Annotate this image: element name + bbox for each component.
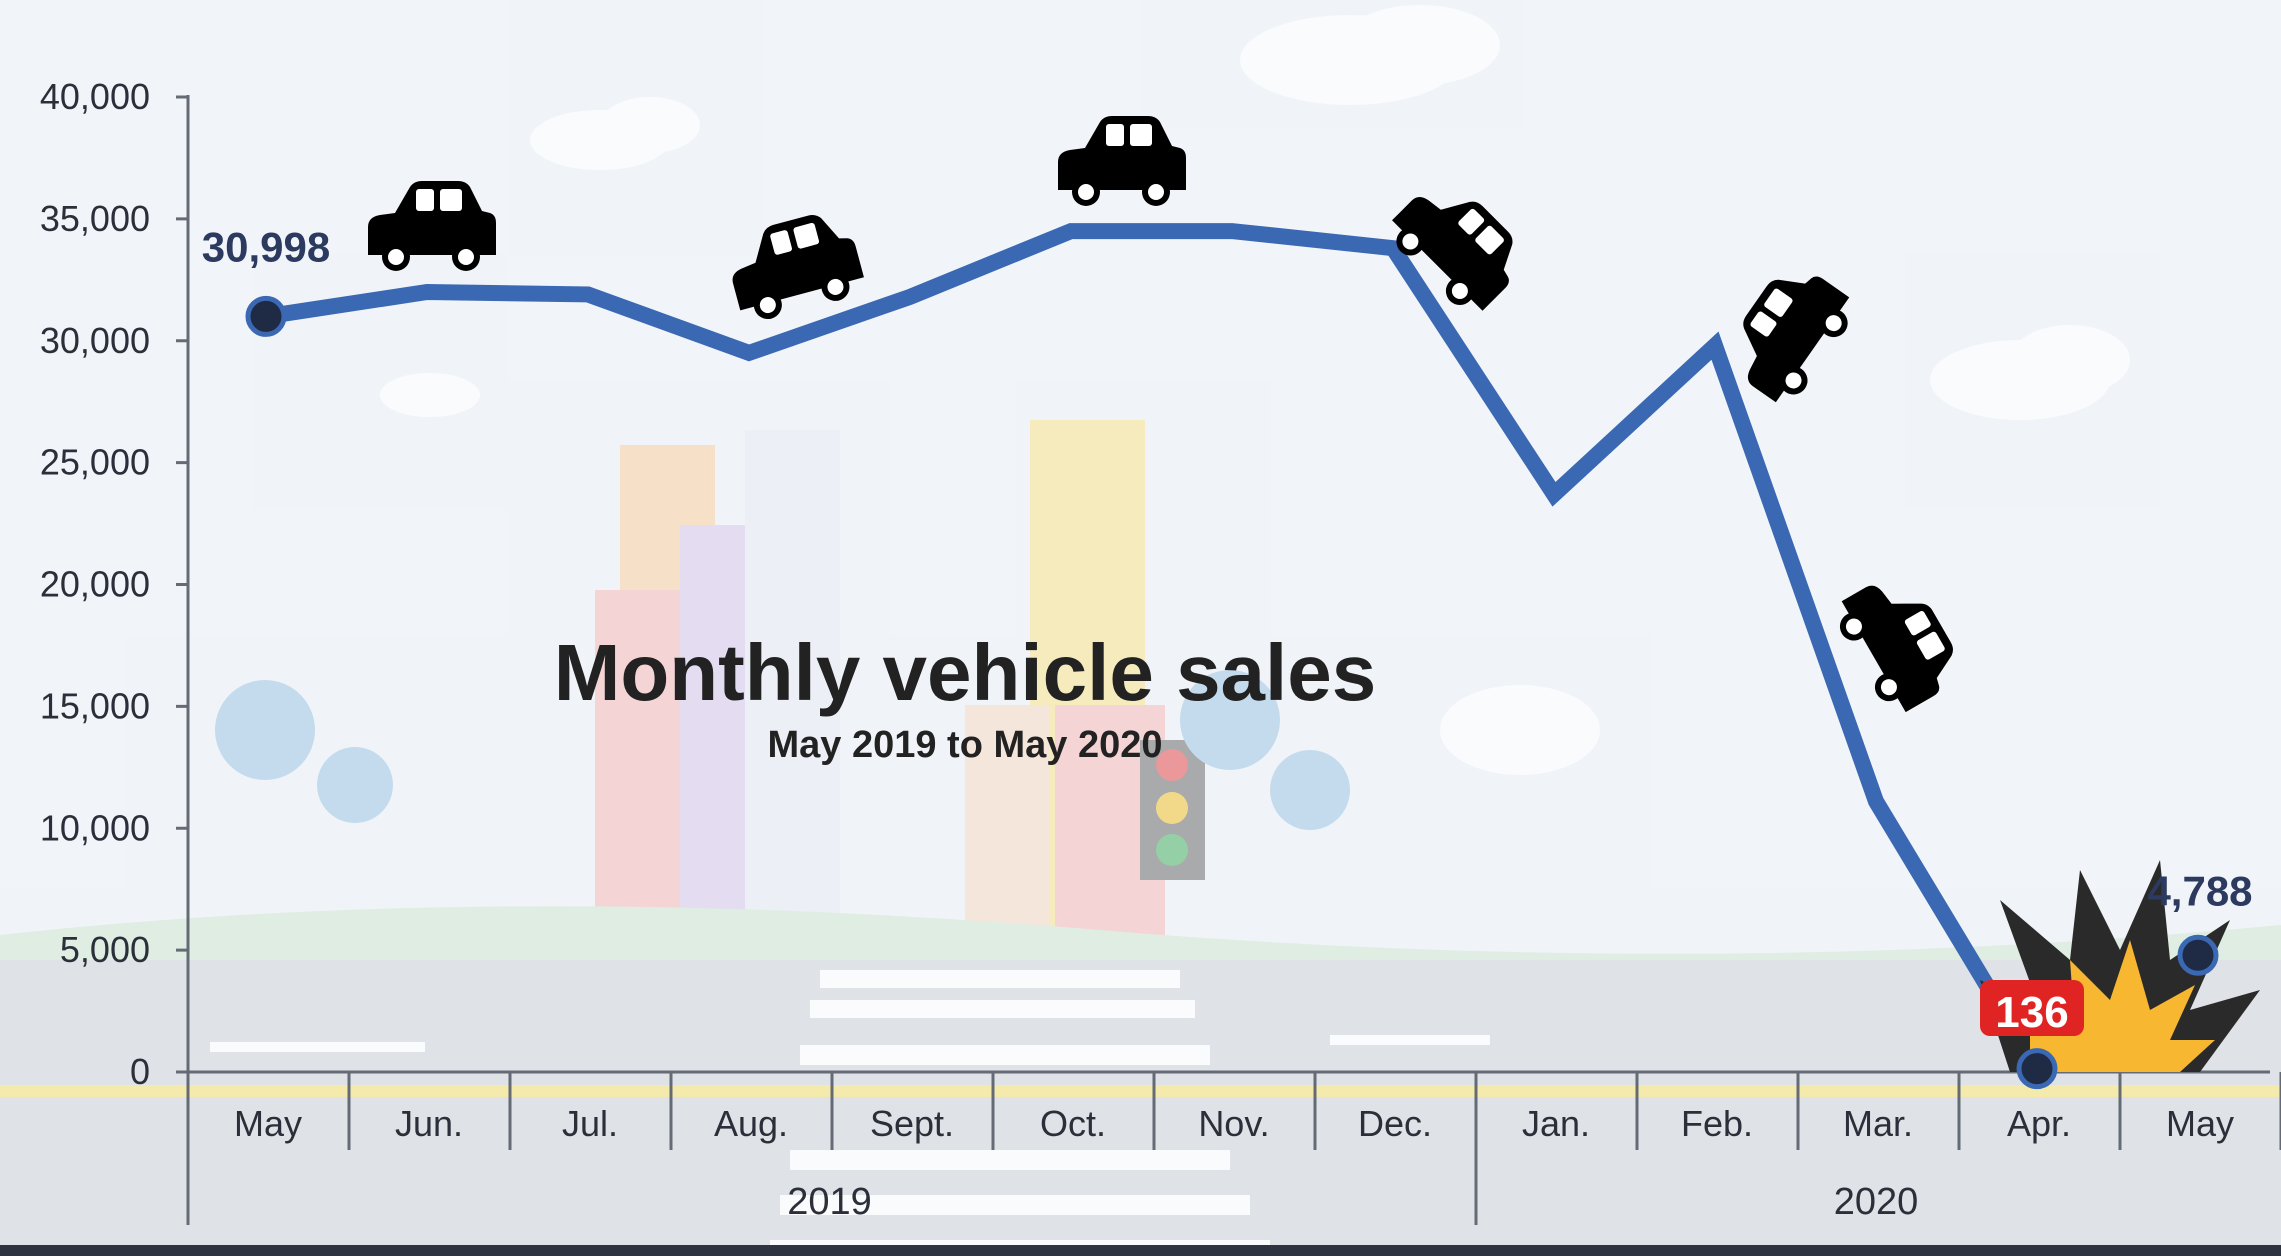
chart-title: Monthly vehicle sales: [554, 628, 1377, 717]
bottom-border: [0, 1245, 2281, 1256]
x-category-label: May: [234, 1103, 302, 1144]
x-category-label: Jul.: [562, 1103, 618, 1144]
year-group-label: 2019: [787, 1181, 872, 1223]
data-label-first: 30,998: [202, 223, 330, 270]
data-label-last: 4,788: [2147, 867, 2252, 914]
crosswalk: [770, 970, 1270, 1256]
y-tick-label: 10,000: [40, 807, 150, 848]
markers-group: [245, 295, 2219, 1090]
x-category-label: Sept.: [870, 1103, 954, 1144]
car-icon: [1839, 585, 1953, 713]
y-tick-label: 5,000: [60, 929, 150, 970]
x-category-label: Jun.: [395, 1103, 463, 1144]
y-tick-label: 25,000: [40, 442, 150, 483]
car-icon: [1058, 116, 1186, 206]
y-tick-label: 20,000: [40, 564, 150, 605]
data-point-marker: [245, 295, 287, 337]
x-category-label: Jan.: [1522, 1103, 1590, 1144]
chart-subtitle: May 2019 to May 2020: [767, 724, 1162, 766]
tree-icon: [215, 670, 1350, 830]
y-tick-label: 35,000: [40, 198, 150, 239]
y-tick-label: 40,000: [40, 76, 150, 117]
y-tick-label: 15,000: [40, 685, 150, 726]
data-labels-group: 30,998 136 4,788: [202, 223, 2253, 1037]
car-icon: [368, 181, 496, 271]
series-line: [258, 223, 2206, 1081]
cloud-icon: [380, 5, 2130, 775]
data-label-min: 136: [1995, 988, 2068, 1037]
axes: [186, 95, 2270, 1225]
x-category-label: Dec.: [1358, 1103, 1432, 1144]
y-ticks: 0 5,000 10,000 15,000 20,000 25,000 30,000 35,0…: [40, 76, 188, 1092]
y-tick-label: 30,000: [40, 320, 150, 361]
x-category-label: Oct.: [1040, 1103, 1106, 1144]
x-category-label: Mar.: [1843, 1103, 1913, 1144]
x-category-label: Aug.: [714, 1103, 788, 1144]
x-category-label: Nov.: [1198, 1103, 1269, 1144]
y-tick-label: 0: [130, 1051, 150, 1092]
car-icon: [1392, 196, 1513, 311]
car-icon: [732, 214, 864, 320]
x-category-label: Apr.: [2007, 1103, 2071, 1144]
data-point-marker: [2177, 934, 2219, 976]
building-icon: [595, 420, 1205, 965]
x-category-label: Feb.: [1681, 1103, 1753, 1144]
data-label-badge: [1980, 980, 2084, 1036]
series-group: [258, 223, 2206, 1081]
car-icon: [1743, 276, 1850, 403]
car-icons: [368, 116, 1953, 713]
year-group-label: 2020: [1834, 1181, 1919, 1223]
data-point-marker: [2016, 1048, 2058, 1090]
x-category-label: May: [2166, 1103, 2234, 1144]
x-categories: May Jun. Jul. Aug. Sept. Oct. Nov. Dec. Jan. Feb.…: [234, 1072, 2281, 1225]
